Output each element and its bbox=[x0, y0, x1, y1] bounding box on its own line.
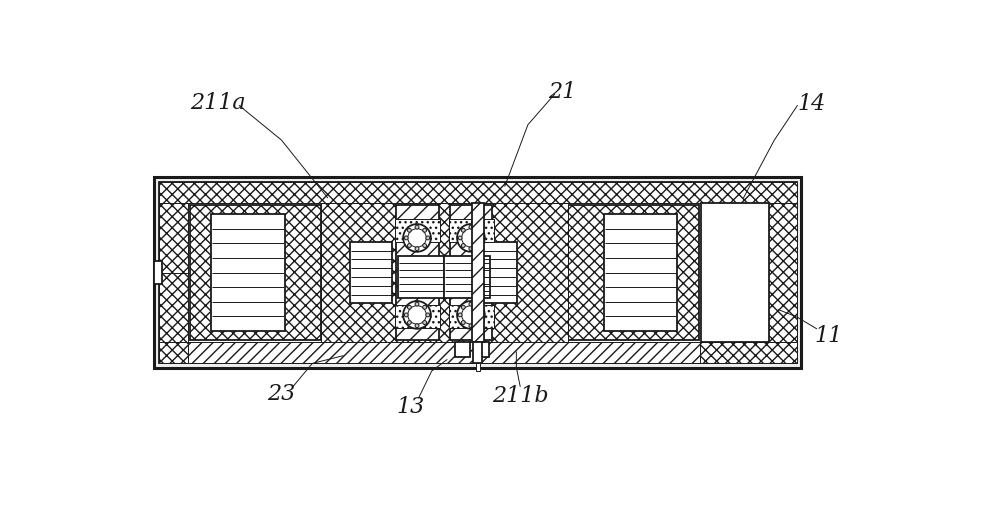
Circle shape bbox=[407, 321, 411, 325]
Circle shape bbox=[469, 302, 473, 306]
Circle shape bbox=[423, 244, 427, 247]
Circle shape bbox=[423, 228, 427, 232]
Bar bbox=[211, 214, 285, 331]
Bar bbox=[190, 205, 321, 340]
Circle shape bbox=[461, 244, 465, 247]
Circle shape bbox=[415, 225, 419, 229]
Bar bbox=[450, 205, 492, 340]
Circle shape bbox=[457, 224, 485, 252]
Bar bbox=[395, 305, 440, 328]
Circle shape bbox=[480, 236, 484, 240]
Bar bbox=[159, 203, 188, 342]
Circle shape bbox=[477, 244, 480, 247]
Bar bbox=[449, 219, 494, 242]
Circle shape bbox=[407, 244, 411, 247]
Circle shape bbox=[469, 247, 473, 250]
Circle shape bbox=[403, 224, 431, 252]
Circle shape bbox=[426, 313, 430, 317]
Bar bbox=[473, 342, 482, 363]
Circle shape bbox=[469, 225, 473, 229]
Bar bbox=[474, 342, 489, 357]
Bar bbox=[475, 242, 517, 304]
Circle shape bbox=[457, 301, 485, 329]
Bar bbox=[444, 256, 490, 298]
Bar bbox=[154, 177, 801, 368]
Circle shape bbox=[462, 229, 480, 247]
Text: 211a: 211a bbox=[191, 92, 246, 114]
Bar bbox=[449, 305, 494, 328]
Text: 14: 14 bbox=[797, 93, 825, 115]
Bar bbox=[604, 214, 677, 331]
Bar bbox=[476, 363, 480, 371]
Bar bbox=[472, 203, 484, 342]
Circle shape bbox=[461, 306, 465, 309]
Circle shape bbox=[477, 321, 480, 325]
Circle shape bbox=[423, 306, 427, 309]
Circle shape bbox=[423, 321, 427, 325]
Circle shape bbox=[469, 324, 473, 328]
Text: 13: 13 bbox=[397, 396, 425, 418]
Bar bbox=[321, 203, 568, 342]
Circle shape bbox=[461, 228, 465, 232]
Bar bbox=[159, 181, 797, 203]
Circle shape bbox=[407, 306, 411, 309]
Bar bbox=[154, 261, 162, 284]
Circle shape bbox=[415, 324, 419, 328]
Bar bbox=[398, 256, 444, 298]
Circle shape bbox=[461, 321, 465, 325]
Bar bbox=[396, 205, 439, 340]
Bar bbox=[568, 205, 699, 340]
Circle shape bbox=[458, 313, 462, 317]
Text: 23: 23 bbox=[267, 383, 296, 405]
Circle shape bbox=[403, 301, 431, 329]
Bar bbox=[350, 242, 392, 304]
Circle shape bbox=[407, 228, 411, 232]
Circle shape bbox=[477, 306, 480, 309]
Circle shape bbox=[426, 236, 430, 240]
Bar bbox=[159, 342, 797, 363]
Circle shape bbox=[480, 313, 484, 317]
Circle shape bbox=[415, 247, 419, 250]
Circle shape bbox=[404, 236, 408, 240]
Circle shape bbox=[404, 313, 408, 317]
Circle shape bbox=[462, 306, 480, 324]
Circle shape bbox=[415, 302, 419, 306]
Bar bbox=[188, 342, 700, 363]
Text: 11: 11 bbox=[814, 326, 842, 348]
Circle shape bbox=[408, 306, 426, 324]
Bar bbox=[188, 342, 700, 363]
Bar bbox=[395, 219, 440, 242]
Bar bbox=[701, 203, 769, 342]
Circle shape bbox=[477, 228, 480, 232]
Circle shape bbox=[458, 236, 462, 240]
Bar bbox=[455, 342, 470, 357]
Bar bbox=[767, 203, 797, 342]
Bar bbox=[159, 181, 797, 363]
Text: 21: 21 bbox=[548, 82, 577, 104]
Text: 211b: 211b bbox=[492, 385, 549, 407]
Circle shape bbox=[408, 229, 426, 247]
